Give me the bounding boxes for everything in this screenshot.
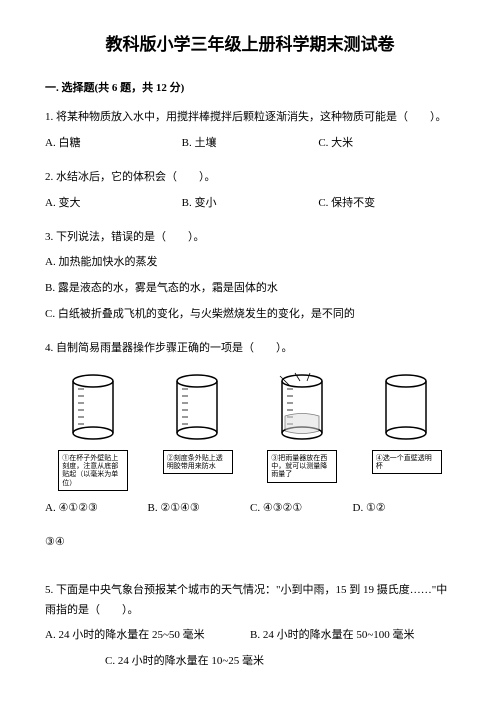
cylinder-icon-2 xyxy=(170,371,225,446)
q3-opt-c: C. 白纸被折叠成飞机的变化，与火柴燃烧发生的变化，是不同的 xyxy=(45,305,455,325)
diagram-3: ③把雨量器放在西中，就可以测量降雨量了 xyxy=(254,371,351,492)
q1-opt-c: C. 大米 xyxy=(318,134,455,154)
question-5: 5. 下面是中央气象台预报某个城市的天气情况："小到中雨，15 到 19 摄氏度… xyxy=(45,581,455,672)
q5-opt-b: B. 24 小时的降水量在 50~100 毫米 xyxy=(250,626,455,646)
q4-opt-a: A. ④①②③ xyxy=(45,499,148,519)
q5-opt-c: C. 24 小时的降水量在 10~25 毫米 xyxy=(45,652,264,672)
q5-text: 5. 下面是中央气象台预报某个城市的天气情况："小到中雨，15 到 19 摄氏度… xyxy=(45,581,455,621)
q2-opt-c: C. 保持不变 xyxy=(318,194,455,214)
diagram-1: ①在杯子外壁贴上刻度，注意从底部贴起（以毫米为单位） xyxy=(45,371,142,492)
q2-opt-a: A. 变大 xyxy=(45,194,182,214)
q4-opt-c: C. ④③②① xyxy=(250,499,353,519)
q2-opt-b: B. 变小 xyxy=(182,194,319,214)
q5-options-row1: A. 24 小时的降水量在 25~50 毫米 B. 24 小时的降水量在 50~… xyxy=(45,626,455,646)
section-name: 选择题 xyxy=(62,82,95,94)
cylinder-icon-4 xyxy=(379,371,434,446)
q1-opt-b: B. 土壤 xyxy=(182,134,319,154)
q2-options: A. 变大 B. 变小 C. 保持不变 xyxy=(45,194,455,214)
diagram-2-label: ②刻度条外贴上透明胶带用来防水 xyxy=(163,450,233,475)
q4-diagrams: ①在杯子外壁贴上刻度，注意从底部贴起（以毫米为单位） ②刻度条外贴上透明胶带用来… xyxy=(45,371,455,492)
question-4: 4. 自制简易雨量器操作步骤正确的一项是（ ）。 ①在杯子外壁贴上刻度，注意从底… xyxy=(45,339,455,553)
diagram-4-label: ④选一个直壁透明杯 xyxy=(372,450,442,475)
section-info: (共 6 题，共 12 分) xyxy=(95,82,185,94)
diagram-3-label: ③把雨量器放在西中，就可以测量降雨量了 xyxy=(267,450,337,483)
q3-opt-a: A. 加热能加快水的蒸发 xyxy=(45,253,455,273)
diagram-2: ②刻度条外贴上透明胶带用来防水 xyxy=(150,371,247,492)
q4-opt-d: D. ①② xyxy=(353,499,456,519)
diagram-4: ④选一个直壁透明杯 xyxy=(359,371,456,492)
q4-opt-b: B. ②①④③ xyxy=(148,499,251,519)
q1-options: A. 白糖 B. 土壤 C. 大米 xyxy=(45,134,455,154)
q1-text: 1. 将某种物质放入水中，用搅拌棒搅拌后颗粒逐渐消失，这种物质可能是（ ）。 xyxy=(45,108,455,128)
page-title: 教科版小学三年级上册科学期末测试卷 xyxy=(45,30,455,61)
q3-text: 3. 下列说法，错误的是（ ）。 xyxy=(45,228,455,248)
cylinder-icon-1 xyxy=(66,371,121,446)
question-1: 1. 将某种物质放入水中，用搅拌棒搅拌后颗粒逐渐消失，这种物质可能是（ ）。 A… xyxy=(45,108,455,154)
q1-opt-a: A. 白糖 xyxy=(45,134,182,154)
q2-text: 2. 水结冰后，它的体积会（ ）。 xyxy=(45,168,455,188)
q4-options: A. ④①②③ B. ②①④③ C. ④③②① D. ①② xyxy=(45,499,455,519)
section-number: 一 xyxy=(45,82,56,94)
diagram-1-label: ①在杯子外壁贴上刻度，注意从底部贴起（以毫米为单位） xyxy=(58,450,128,492)
q4-text: 4. 自制简易雨量器操作步骤正确的一项是（ ）。 xyxy=(45,339,455,359)
q3-opt-b: B. 露是液态的水，雾是气态的水，霜是固体的水 xyxy=(45,279,455,299)
cylinder-icon-3 xyxy=(275,371,330,446)
section-header: 一. 选择题(共 6 题，共 12 分) xyxy=(45,79,455,99)
question-3: 3. 下列说法，错误的是（ ）。 A. 加热能加快水的蒸发 B. 露是液态的水，… xyxy=(45,228,455,325)
q5-options-row2: C. 24 小时的降水量在 10~25 毫米 xyxy=(45,652,455,672)
q4-opt-d-cont: ③④ xyxy=(45,533,455,553)
question-2: 2. 水结冰后，它的体积会（ ）。 A. 变大 B. 变小 C. 保持不变 xyxy=(45,168,455,214)
q5-opt-a: A. 24 小时的降水量在 25~50 毫米 xyxy=(45,626,250,646)
